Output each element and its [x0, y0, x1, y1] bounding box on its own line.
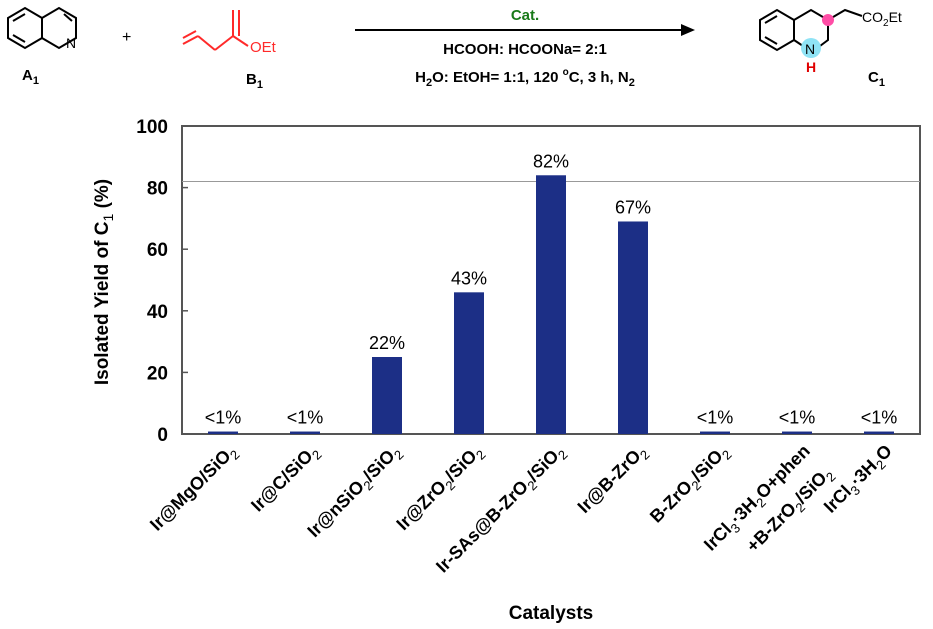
reactant-b-oet: OEt	[250, 39, 277, 56]
x-tick-label: Ir@B-ZrO2	[574, 441, 653, 520]
data-label: <1%	[287, 408, 324, 428]
conditions-line1: HCOOH: HCOONa= 2:1	[443, 41, 607, 58]
data-label: 82%	[533, 151, 569, 171]
reactant-b-label: B1	[246, 71, 263, 91]
conditions-line2: H2O: EtOH= 1:1, 120 oC, 3 h, N2	[415, 67, 635, 89]
bar	[618, 221, 648, 434]
bar	[536, 175, 566, 434]
data-label: <1%	[205, 408, 242, 428]
reaction-arrowhead	[681, 24, 695, 36]
plus-sign: +	[122, 29, 131, 46]
x-tick-label: Ir@MgO/SiO2	[146, 441, 243, 538]
x-tick-label: Ir@C/SiO2	[247, 441, 325, 519]
quinoline-structure	[7, 6, 77, 50]
y-tick-label: 80	[147, 179, 168, 200]
y-tick-label: 20	[147, 363, 168, 384]
y-axis-label: Isolated Yield of C1 (%)	[92, 179, 116, 385]
bar	[782, 431, 812, 434]
quinoline-n-atom: N	[66, 35, 76, 51]
reactant-a-label: A1	[22, 67, 39, 87]
data-label: <1%	[861, 408, 898, 428]
x-tick-label: B-ZrO2/SiO2	[646, 441, 735, 530]
y-tick-label: 60	[147, 240, 168, 261]
data-label: 22%	[369, 333, 405, 353]
bar	[208, 431, 238, 434]
product-ester-group: CO2Et	[862, 9, 902, 29]
x-axis-label: Catalysts	[509, 603, 594, 624]
y-tick-label: 0	[157, 425, 168, 446]
data-label: <1%	[779, 408, 816, 428]
plot-area: 020406080100<1%Ir@MgO/SiO2<1%Ir@C/SiO222…	[136, 117, 921, 576]
data-label: 43%	[451, 268, 487, 288]
bar	[372, 357, 402, 434]
y-tick-label: 100	[136, 117, 168, 138]
catalyst-label: Cat.	[511, 7, 539, 24]
reaction-scheme: N A1 + OEt B1 Cat. HCOOH: HCOONa= 2:1 H2…	[7, 6, 902, 91]
product-label: C1	[868, 69, 885, 89]
bar	[700, 431, 730, 434]
product-h-atom: H	[806, 59, 816, 75]
bar	[290, 431, 320, 434]
nh-highlight	[801, 38, 821, 58]
y-tick-label: 40	[147, 302, 168, 323]
chiral-center-dot	[822, 14, 834, 26]
ethyl-glyoxylate-structure	[182, 10, 249, 51]
data-label: 67%	[615, 197, 651, 217]
bar	[864, 431, 894, 434]
bar	[454, 292, 484, 434]
product-n-atom: N	[805, 41, 815, 57]
data-label: <1%	[697, 408, 734, 428]
